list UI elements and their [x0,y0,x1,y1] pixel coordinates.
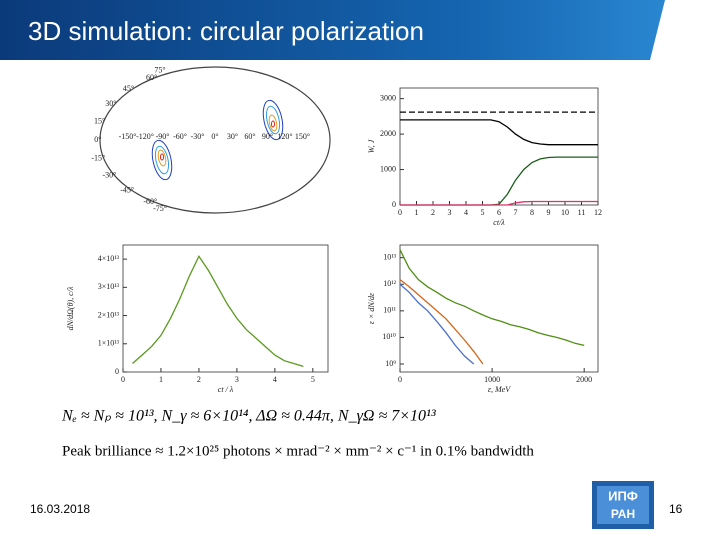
x-tick-label: 9 [547,208,551,217]
header-bar [0,0,665,60]
y-tick-label: 10⁹ [385,359,396,368]
latitude-label: 60° [146,73,157,82]
y-axis-label: ε × dN/dε [367,292,376,324]
x-tick-label: 0 [121,375,125,384]
x-tick-label: 3 [448,208,452,217]
y-tick-label: 2×10¹³ [98,310,120,319]
formula: Peak brilliance ≈ 1.2×10²⁵ photons × mra… [62,443,534,459]
slide-title: 3D simulation: circular polarization [28,16,424,46]
x-tick-label: 4 [273,375,277,384]
latitude-label: -75° [153,204,167,213]
y-tick-label: 10¹³ [383,253,396,262]
x-tick-label: 3 [235,375,239,384]
x-tick-label: 8 [530,208,534,217]
y-axis-label: dN/dΩ(θ), c/λ [66,286,75,330]
x-tick-label: 0 [398,208,402,217]
latitude-label: -30° [103,171,117,180]
plot-frame [399,244,599,373]
y-tick-label: 10¹¹ [383,306,396,315]
longitude-label: -150° [119,132,137,141]
y-tick-label: 3×10¹³ [98,282,120,291]
series-line [400,119,598,146]
series-line [400,200,598,206]
latitude-label: 0° [94,135,101,144]
x-tick-label: 2 [431,208,435,217]
longitude-label: 150° [295,132,310,141]
x-tick-label: 11 [578,208,586,217]
longitude-label: -120° [136,132,154,141]
x-tick-label: 2000 [576,375,592,384]
y-tick-label: 3000 [380,93,396,102]
latitude-label: 15° [94,116,105,125]
plot-frame [399,87,599,206]
longitude-label: -90° [156,132,170,141]
x-tick-label: 7 [514,208,518,217]
logo-text: ИПФ [608,488,638,503]
y-tick-label: 0 [392,200,396,209]
longitude-label: 0° [211,132,218,141]
y-tick-label: 2000 [380,129,396,138]
page-number: 16 [669,502,683,516]
plot-frame [122,244,329,373]
y-tick-label: 10¹² [383,279,396,288]
latitude-label: -60° [143,197,157,206]
y-tick-label: 1000 [380,164,396,173]
x-tick-label: 12 [594,208,602,217]
latitude-label: 45° [123,84,134,93]
x-tick-label: 5 [311,375,315,384]
x-tick-label: 4 [464,208,468,217]
latitude-label: -15° [91,153,105,162]
x-tick-label: 6 [497,208,501,217]
series-line [399,249,585,347]
date: 16.03.2018 [30,502,90,516]
latitude-label: 30° [105,99,116,108]
longitude-label: 90° [262,132,273,141]
y-axis-label: W, J [367,139,376,153]
latitude-label: 75° [154,66,165,75]
x-axis-label: ct / λ [218,385,234,394]
x-tick-label: 1000 [484,375,500,384]
series-line [400,156,598,206]
series-line [132,254,304,368]
y-tick-label: 4×10¹³ [98,254,120,263]
y-tick-label: 10¹⁰ [382,332,396,341]
y-tick-label: 1×10¹³ [98,339,120,348]
y-tick-label: 0 [115,367,119,376]
x-axis-label: ct/λ [493,218,505,227]
longitude-label: 30° [227,132,238,141]
series-line [399,283,475,365]
x-tick-label: 1 [159,375,163,384]
x-tick-label: 1 [415,208,419,217]
sky-map [99,66,331,214]
formula: Nₑ ≈ Nₚ ≈ 10¹³, N_γ ≈ 6×10¹⁴, ΔΩ ≈ 0.44π… [61,408,436,425]
x-axis-label: ε, MeV [488,385,511,394]
series-line [399,279,484,365]
longitude-label: 120° [277,132,292,141]
latitude-label: -45° [120,185,134,194]
x-tick-label: 0 [398,375,402,384]
logo: ИПФ РАН [592,481,654,529]
x-tick-label: 10 [561,208,569,217]
longitude-label: -30° [191,132,205,141]
logo-text: РАН [611,507,635,521]
longitude-label: -60° [173,132,187,141]
x-tick-label: 5 [481,208,485,217]
x-tick-label: 2 [197,375,201,384]
longitude-label: 60° [244,132,255,141]
